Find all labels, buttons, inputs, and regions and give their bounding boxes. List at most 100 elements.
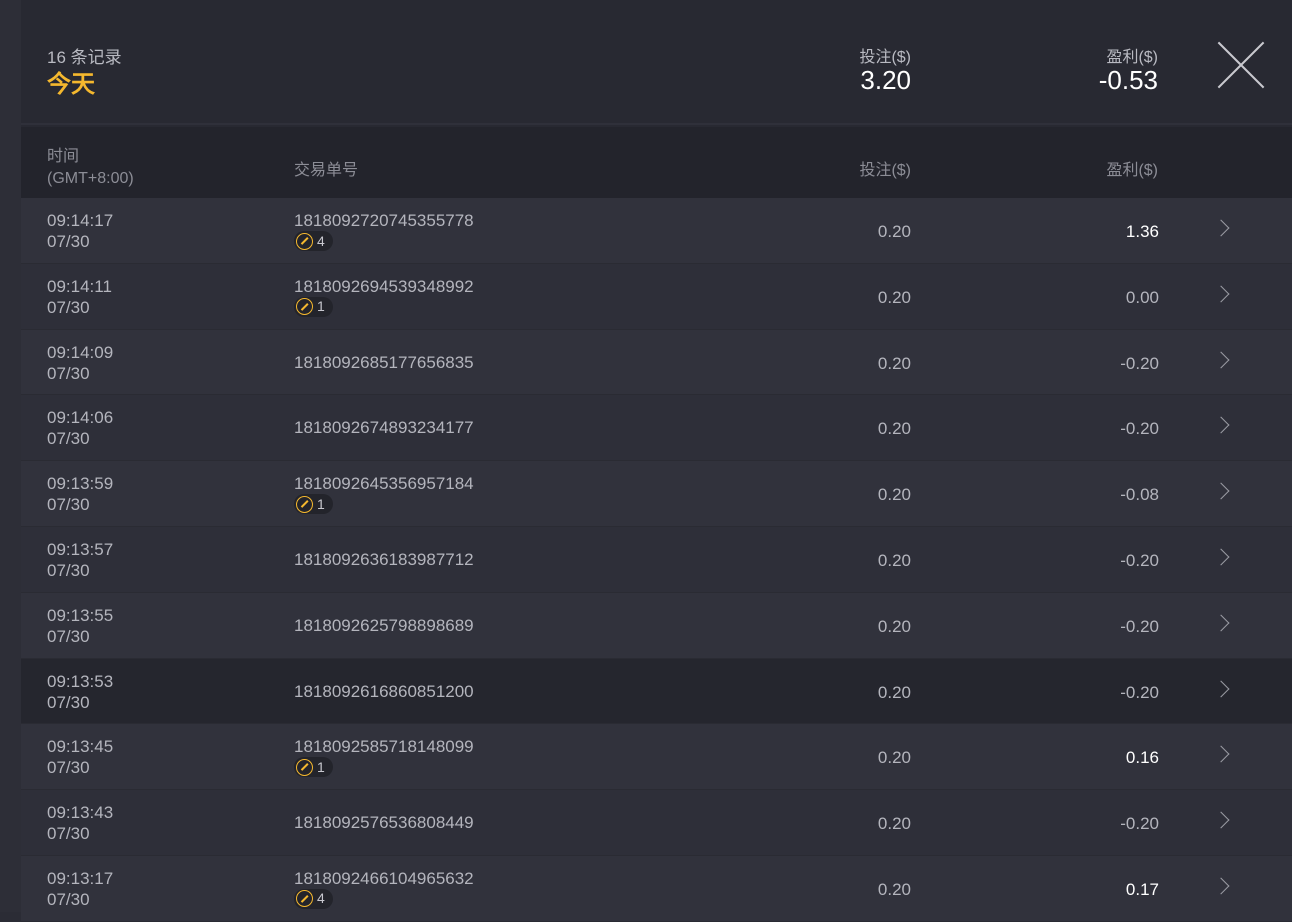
row-id: 1818092685177656835 — [294, 352, 474, 373]
row-bet: 0.20 — [877, 419, 911, 439]
header-profit: 盈利($) — [1106, 162, 1158, 179]
table-row[interactable]: 09:13:57 07/30 1818092636183987712 0.20 -… — [21, 526, 1292, 593]
date-value: 07/30 — [47, 560, 90, 580]
row-profit: 0.17 — [1125, 879, 1159, 899]
time-value: 09:13:55 — [47, 605, 114, 625]
table-row[interactable]: 09:13:53 07/30 1818092616860851200 0.20 -… — [21, 658, 1292, 725]
row-id: 1818092645356957184 1 — [294, 473, 474, 518]
chevron-right-icon[interactable] — [1212, 548, 1230, 566]
row-bet: 0.20 — [877, 616, 911, 636]
table-row[interactable]: 09:14:17 07/30 1818092720745355778 4 0.20 … — [21, 198, 1292, 264]
chevron-right-icon[interactable] — [1212, 614, 1230, 632]
row-profit: -0.20 — [1120, 616, 1159, 636]
row-profit: -0.20 — [1120, 814, 1159, 834]
date-value: 07/30 — [47, 692, 90, 712]
chevron-right-icon[interactable] — [1212, 219, 1230, 237]
transaction-id: 1818092576536808449 — [294, 813, 474, 833]
chevron-right-icon[interactable] — [1212, 680, 1230, 698]
date-value: 07/30 — [47, 297, 90, 317]
row-bet: 0.20 — [877, 814, 911, 834]
row-bet: 0.20 — [877, 879, 911, 899]
row-id: 1818092674893234177 — [294, 417, 474, 438]
header-bet: 投注($) — [859, 162, 911, 179]
date-value: 07/30 — [47, 363, 90, 383]
bet-total: 投注($) 3.20 — [859, 43, 911, 93]
table-row[interactable]: 09:14:11 07/30 1818092694539348992 1 0.20 … — [21, 263, 1292, 330]
time-value: 09:14:09 — [47, 342, 114, 362]
header-timezone: (GMT+8:00) — [47, 170, 134, 187]
transaction-id: 1818092616860851200 — [294, 681, 474, 701]
row-id: 1818092585718148099 1 — [294, 736, 474, 781]
badge-count: 1 — [317, 298, 325, 315]
transaction-id: 1818092674893234177 — [294, 418, 474, 438]
free-spin-badge: 1 — [294, 296, 333, 317]
row-bet: 0.20 — [877, 222, 911, 241]
transaction-id: 1818092466104965632 — [294, 868, 474, 888]
row-id: 1818092636183987712 — [294, 549, 474, 570]
row-time: 09:13:43 07/30 — [47, 802, 113, 844]
summary-header: 16 条记录 今天 投注($) 3.20 盈利($) -0.53 — [21, 0, 1292, 125]
row-bet: 0.20 — [877, 550, 911, 570]
row-time: 09:13:45 07/30 — [47, 736, 113, 778]
row-time: 09:13:57 07/30 — [47, 539, 113, 581]
transaction-id: 1818092685177656835 — [294, 352, 474, 372]
transaction-id: 1818092720745355778 — [294, 211, 474, 230]
chevron-right-icon[interactable] — [1212, 482, 1230, 500]
row-bet: 0.20 — [877, 353, 911, 373]
row-profit: 0.00 — [1125, 287, 1159, 307]
row-time: 09:13:55 07/30 — [47, 605, 113, 647]
transaction-id: 1818092645356957184 — [294, 474, 474, 494]
date-value: 07/30 — [47, 626, 90, 646]
record-count: 16 条记录 — [47, 48, 122, 67]
header-id: 交易单号 — [294, 162, 359, 179]
spin-icon — [296, 758, 313, 776]
free-spin-badge: 4 — [294, 888, 333, 909]
table-row[interactable]: 09:13:17 07/30 1818092466104965632 4 0.20 … — [21, 855, 1292, 922]
table-row[interactable]: 09:13:43 07/30 1818092576536808449 0.20 -… — [21, 790, 1292, 856]
time-value: 09:13:53 — [47, 671, 114, 691]
header-time: 时间 — [47, 148, 80, 165]
row-time: 09:14:06 07/30 — [47, 407, 113, 449]
spin-icon — [296, 495, 313, 513]
chevron-right-icon[interactable] — [1212, 416, 1230, 434]
row-id: 1818092616860851200 — [294, 681, 474, 702]
badge-count: 4 — [317, 890, 325, 907]
chevron-right-icon[interactable] — [1212, 877, 1230, 895]
table-row[interactable]: 09:14:06 07/30 1818092674893234177 0.20 -… — [21, 395, 1292, 462]
table-body: 09:14:17 07/30 1818092720745355778 4 0.20 … — [21, 198, 1292, 922]
chevron-right-icon[interactable] — [1212, 285, 1230, 303]
date-value: 07/30 — [47, 824, 90, 844]
transaction-id: 1818092625798898689 — [294, 615, 474, 635]
free-spin-badge: 1 — [294, 757, 333, 778]
profit-total-label: 盈利($) — [1106, 49, 1158, 66]
row-time: 09:14:11 07/30 — [47, 276, 112, 318]
time-value: 09:14:17 — [47, 211, 114, 230]
table-row[interactable]: 09:14:09 07/30 1818092685177656835 0.20 -… — [21, 329, 1292, 396]
row-time: 09:13:59 07/30 — [47, 473, 113, 515]
badge-count: 1 — [317, 758, 325, 775]
chevron-right-icon[interactable] — [1212, 351, 1230, 369]
time-value: 09:14:11 — [47, 276, 112, 296]
date-value: 07/30 — [47, 495, 90, 515]
table-header: 时间 (GMT+8:00) 交易单号 投注($) 盈利($) — [21, 127, 1292, 198]
period-label[interactable]: 今天 — [47, 71, 95, 98]
row-time: 09:14:09 07/30 — [47, 342, 113, 384]
chevron-right-icon[interactable] — [1212, 811, 1230, 829]
close-icon[interactable] — [1218, 42, 1264, 88]
time-value: 09:13:43 — [47, 803, 114, 823]
transaction-id: 1818092585718148099 — [294, 737, 474, 757]
spin-icon — [296, 890, 313, 908]
time-value: 09:13:17 — [47, 868, 114, 888]
table-row[interactable]: 09:13:55 07/30 1818092625798898689 0.20 -… — [21, 592, 1292, 659]
row-time: 09:14:17 07/30 — [47, 210, 113, 252]
time-value: 09:13:57 — [47, 539, 114, 559]
row-profit: 1.36 — [1125, 222, 1159, 241]
profit-total: 盈利($) -0.53 — [1099, 43, 1158, 93]
table-row[interactable]: 09:13:59 07/30 1818092645356957184 1 0.20 … — [21, 461, 1292, 527]
row-time: 09:13:53 07/30 — [47, 671, 113, 713]
row-id: 1818092694539348992 1 — [294, 276, 474, 321]
row-profit: -0.20 — [1120, 419, 1159, 439]
chevron-right-icon[interactable] — [1212, 745, 1230, 763]
badge-count: 1 — [317, 495, 325, 512]
table-row[interactable]: 09:13:45 07/30 1818092585718148099 1 0.20 … — [21, 724, 1292, 791]
